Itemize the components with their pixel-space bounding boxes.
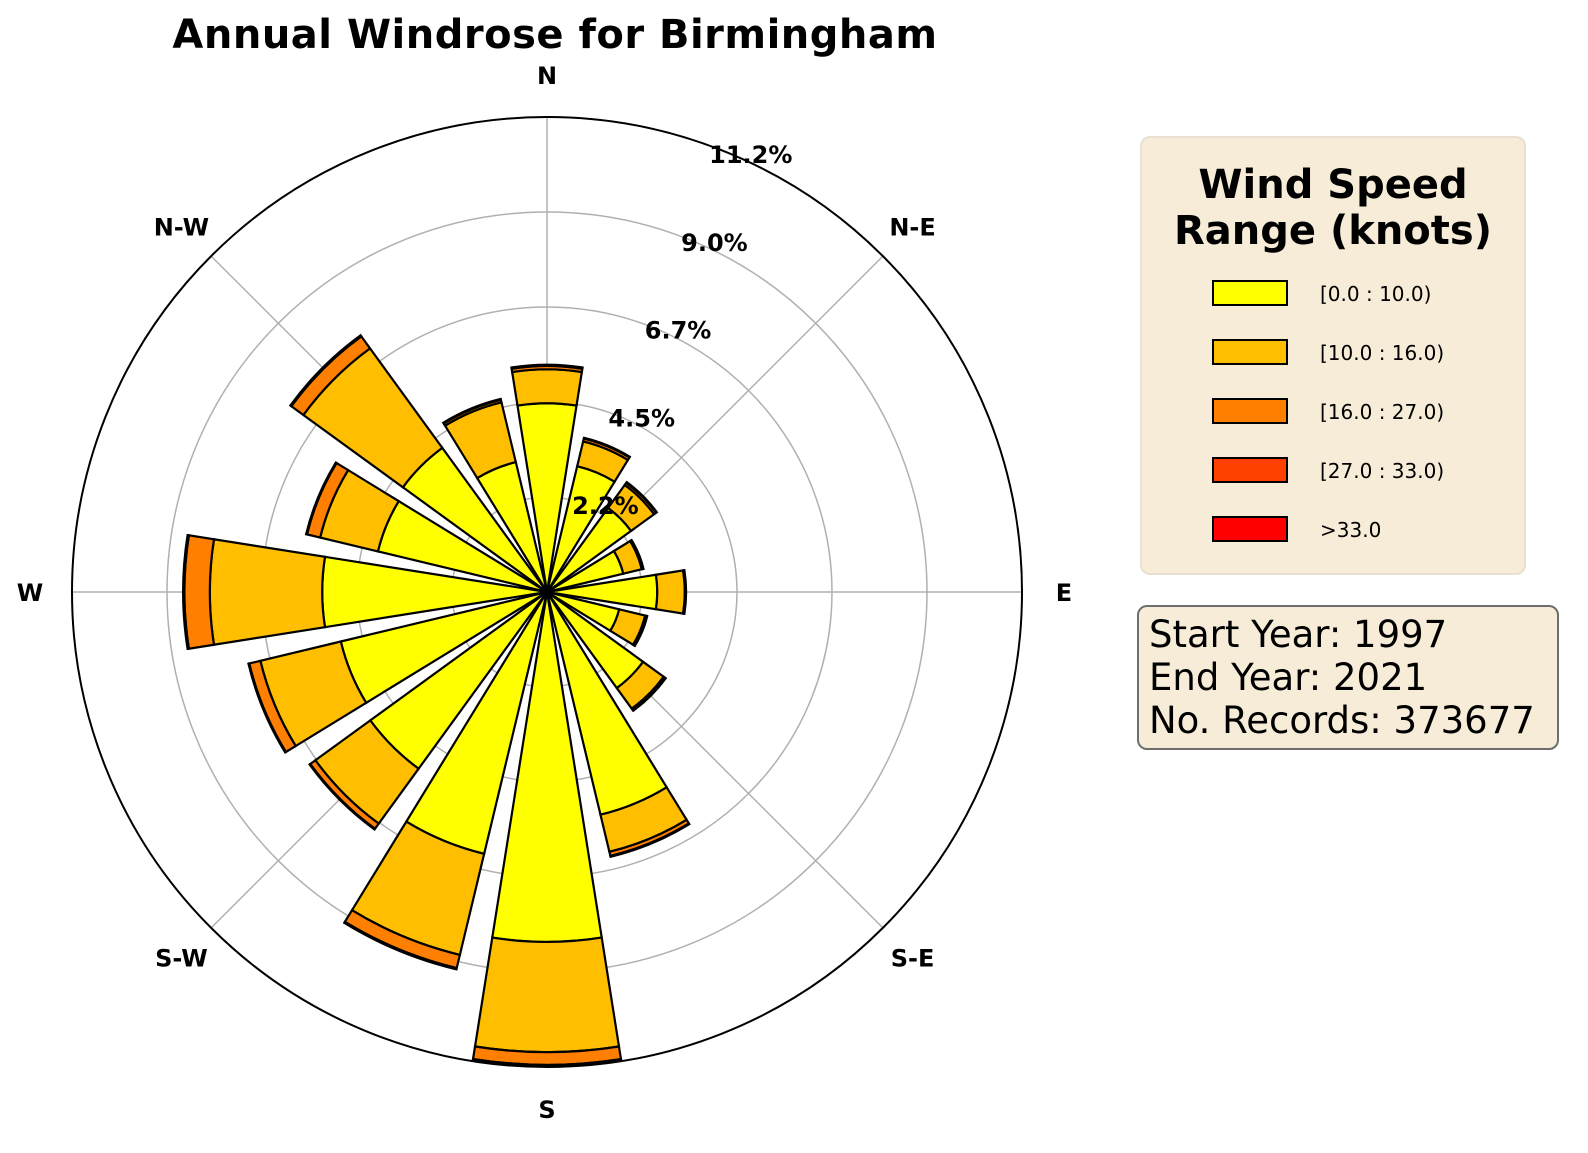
direction-label: N-E [889, 213, 935, 241]
legend-entry: >33.0 [1212, 516, 1512, 546]
legend-swatch [1212, 398, 1288, 424]
radial-tick-label: 2.2% [572, 492, 639, 520]
legend-label: [27.0 : 33.0) [1320, 459, 1445, 483]
rose-bar-segment [247, 662, 288, 754]
rose-bar-segment [631, 676, 668, 713]
direction-label: S-E [891, 945, 935, 973]
legend-entry: [0.0 : 10.0) [1212, 280, 1512, 310]
rose-bar-segment [624, 480, 659, 515]
polar-frame [71, 116, 1023, 1068]
radial-tick-label: 4.5% [608, 404, 675, 432]
legend-swatch [1212, 457, 1288, 483]
chart-title: Annual Windrose for Birmingham [172, 12, 938, 58]
legend-entry: [16.0 : 27.0) [1212, 398, 1512, 428]
direction-label: N [537, 62, 557, 90]
rose-bar-segment [510, 368, 584, 407]
radial-tick-label: 11.2% [709, 141, 792, 169]
radial-tick-label: 6.7% [645, 317, 712, 345]
windrose-chart: 2.2% 4.5% 6.7% 9.0% 11.2% N N-E E S-E S S-W W N-W [17, 62, 1072, 1124]
direction-label: S-W [155, 945, 208, 973]
legend-label: >33.0 [1320, 518, 1382, 542]
rose-bar-segment [510, 363, 584, 370]
start-year: Start Year: 1997 [1149, 613, 1448, 656]
legend-swatch [1212, 280, 1288, 306]
rose-bar-segment [183, 534, 216, 650]
legend-swatch [1212, 516, 1288, 542]
end-year: End Year: 2021 [1149, 656, 1428, 699]
rose-bar-segment [182, 533, 191, 651]
legend-label: [0.0 : 10.0) [1320, 282, 1432, 306]
rose-bar-segment [304, 461, 339, 536]
legend-label: [16.0 : 27.0) [1320, 400, 1445, 424]
rose-bar-segment [342, 920, 459, 971]
rose-bar-segment [471, 1057, 623, 1067]
rose-bar-segment [288, 333, 363, 408]
rose-bar-segment [609, 821, 691, 859]
direction-label: N-W [154, 213, 209, 241]
rose-bar-segment [441, 397, 503, 425]
rose-bar-segment [654, 569, 686, 615]
rose-bar-segment [582, 436, 632, 459]
rose-bar-segment [473, 936, 621, 1054]
direction-label: E [1056, 579, 1072, 607]
direction-label: S [538, 1096, 555, 1124]
rose-bar-segment [682, 568, 688, 616]
legend-swatch [1212, 339, 1288, 365]
legend-entry: [27.0 : 33.0) [1212, 457, 1512, 487]
rose-bar-segment [632, 614, 649, 648]
rose-bar-segment [308, 762, 377, 831]
legend-entry: [10.0 : 16.0) [1212, 339, 1512, 369]
direction-label: W [17, 579, 43, 607]
legend: Wind Speed Range (knots) [0.0 : 10.0) [10… [1140, 136, 1526, 575]
legend-label: [10.0 : 16.0) [1320, 341, 1445, 365]
rose-bar-segment [208, 538, 327, 646]
record-count: No. Records: 373677 [1149, 699, 1535, 742]
rose-bar-segment [629, 538, 645, 571]
radial-tick-label: 9.0% [681, 229, 748, 257]
legend-title: Wind Speed Range (knots) [1173, 162, 1492, 254]
info-box: Start Year: 1997 End Year: 2021 No. Reco… [1137, 605, 1559, 750]
